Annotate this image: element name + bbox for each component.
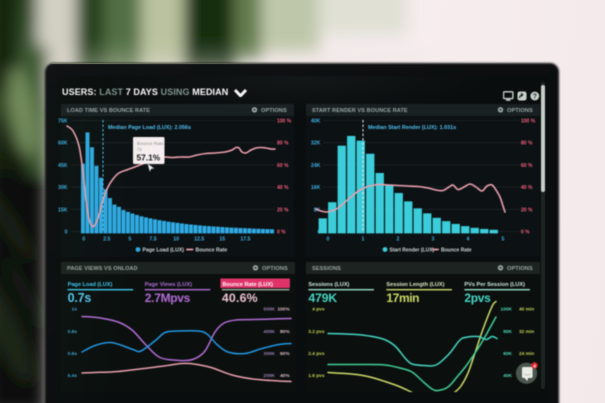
svg-text:40 %: 40 %: [277, 185, 289, 191]
svg-text:17.5: 17.5: [240, 237, 250, 243]
svg-text:10: 10: [173, 237, 179, 243]
svg-text:45K: 45K: [58, 163, 68, 169]
svg-text:60 %: 60 %: [521, 163, 533, 169]
svg-text:24 min: 24 min: [519, 351, 534, 357]
svg-text:Start Render (LUX): Start Render (LUX): [390, 248, 435, 254]
svg-text:15: 15: [219, 237, 225, 243]
svg-text:4: 4: [533, 363, 536, 368]
svg-text:20 %: 20 %: [521, 207, 533, 213]
svg-text:80 %: 80 %: [277, 141, 289, 147]
svg-text:OPTIONS: OPTIONS: [507, 108, 533, 114]
svg-text:4: 4: [467, 237, 470, 243]
svg-text:20 %: 20 %: [277, 207, 289, 213]
svg-text:75K: 75K: [58, 119, 68, 125]
svg-text:5: 5: [128, 237, 131, 243]
svg-text:1.6 pvs: 1.6 pvs: [308, 373, 325, 379]
svg-text:40K: 40K: [503, 373, 512, 379]
svg-text:24K: 24K: [311, 163, 321, 169]
svg-text:400K: 400K: [264, 329, 276, 335]
svg-text:2.7Mpvs: 2.7Mpvs: [145, 291, 191, 305]
svg-text:12.5: 12.5: [194, 237, 204, 243]
svg-text:60K: 60K: [503, 351, 512, 357]
svg-text:80%: 80%: [280, 329, 290, 335]
svg-text:PVs Per Session (LUX): PVs Per Session (LUX): [464, 282, 525, 288]
svg-text:2.5: 2.5: [103, 237, 110, 243]
svg-text:3: 3: [432, 237, 435, 243]
svg-text:32 min: 32 min: [519, 329, 534, 335]
svg-text:300K: 300K: [264, 351, 276, 357]
svg-text:2pvs: 2pvs: [464, 291, 491, 305]
svg-text:?: ?: [533, 93, 537, 100]
svg-text:OPTIONS: OPTIONS: [262, 266, 288, 272]
svg-text:7.5: 7.5: [149, 237, 156, 243]
svg-text:40%: 40%: [280, 373, 290, 379]
svg-text:0: 0: [65, 230, 68, 236]
svg-text:5: 5: [502, 237, 505, 243]
svg-text:OPTIONS: OPTIONS: [507, 266, 533, 272]
svg-text:OPTIONS: OPTIONS: [261, 108, 287, 114]
svg-text:60 %: 60 %: [277, 163, 289, 169]
svg-text:3.2 pvs: 3.2 pvs: [308, 329, 325, 335]
svg-text:100 %: 100 %: [277, 119, 292, 125]
svg-text:0: 0: [327, 237, 330, 243]
svg-text:0.4s: 0.4s: [68, 373, 78, 379]
svg-text:0.6s: 0.6s: [68, 351, 78, 357]
svg-text:60K: 60K: [58, 141, 68, 147]
svg-text:200K: 200K: [264, 373, 276, 379]
svg-text:80 %: 80 %: [521, 141, 533, 147]
svg-text:60%: 60%: [280, 351, 290, 357]
svg-text:Bounce Rate: Bounce Rate: [441, 248, 472, 254]
svg-text:16K: 16K: [311, 185, 321, 191]
svg-text:Page Load (LUX): Page Load (LUX): [143, 248, 185, 254]
svg-text:40 min: 40 min: [519, 307, 534, 313]
svg-text:80K: 80K: [503, 329, 512, 335]
svg-text:4 pvs: 4 pvs: [312, 307, 325, 313]
svg-text:479K: 479K: [308, 291, 337, 305]
svg-text:Median Page Load (LUX): 2.056s: Median Page Load (LUX): 2.056s: [108, 125, 191, 131]
svg-text:Session Length (LUX): Session Length (LUX): [386, 282, 444, 288]
svg-text:17min: 17min: [386, 291, 419, 305]
svg-text:0 %: 0 %: [521, 230, 530, 236]
svg-text:PAGE VIEWS VS ONLOAD: PAGE VIEWS VS ONLOAD: [67, 266, 138, 272]
svg-text:100%: 100%: [277, 307, 290, 313]
svg-text:57.1%: 57.1%: [137, 153, 161, 163]
svg-text:32K: 32K: [311, 141, 321, 147]
svg-text:Sessions (LUX): Sessions (LUX): [308, 282, 349, 288]
svg-text:Page Load (LUX): Page Load (LUX): [68, 282, 113, 288]
svg-text:1s: 1s: [72, 307, 78, 313]
svg-text:100 %: 100 %: [521, 119, 536, 125]
svg-text:500K: 500K: [264, 307, 276, 313]
svg-text:15K: 15K: [58, 207, 68, 213]
svg-text:2: 2: [397, 237, 400, 243]
svg-text:2.4 pvs: 2.4 pvs: [308, 351, 325, 357]
svg-text:40 %: 40 %: [521, 185, 533, 191]
svg-text:Bounce Rate: Bounce Rate: [196, 248, 228, 254]
svg-text:1: 1: [362, 237, 365, 243]
svg-text:30K: 30K: [58, 185, 68, 191]
svg-text:0.8s: 0.8s: [68, 329, 78, 335]
svg-text:Bounce Rate (LUX): Bounce Rate (LUX): [222, 282, 273, 288]
svg-text:LOAD TIME VS BOUNCE RATE: LOAD TIME VS BOUNCE RATE: [67, 108, 150, 114]
svg-text:7s: 7s: [137, 147, 143, 152]
svg-text:SESSIONS: SESSIONS: [312, 266, 341, 272]
svg-text:0 %: 0 %: [277, 230, 286, 236]
svg-text:Median Start Render (LUX): 1.0: Median Start Render (LUX): 1.031s: [368, 125, 456, 131]
svg-text:40K: 40K: [311, 119, 321, 125]
svg-text:0: 0: [82, 237, 85, 243]
svg-text:Page Views (LUX): Page Views (LUX): [145, 282, 192, 288]
svg-text:0.7s: 0.7s: [68, 291, 92, 305]
svg-text:40.6%: 40.6%: [222, 291, 258, 305]
svg-text:START RENDER VS BOUNCE RATE: START RENDER VS BOUNCE RATE: [312, 108, 408, 114]
svg-text:Bounce Rate: Bounce Rate: [137, 141, 164, 146]
svg-text:100K: 100K: [501, 307, 513, 313]
